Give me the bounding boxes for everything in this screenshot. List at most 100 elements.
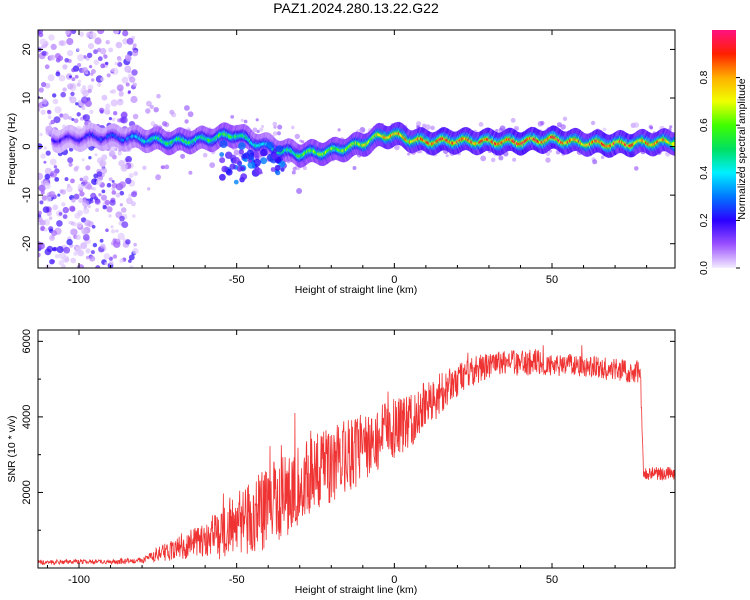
heatmap-cell bbox=[270, 167, 276, 172]
heatmap-cell bbox=[59, 189, 64, 194]
spectrogram-frame bbox=[37, 29, 676, 269]
heatmap-cell bbox=[94, 153, 98, 157]
heatmap-cell bbox=[47, 74, 55, 82]
heatmap-cell bbox=[232, 156, 240, 164]
heatmap-cell bbox=[97, 82, 102, 87]
heatmap-cell bbox=[106, 206, 113, 213]
heatmap-cell bbox=[108, 117, 112, 121]
heatmap-cell bbox=[106, 73, 111, 78]
heatmap-cell bbox=[87, 43, 95, 50]
heatmap-cell bbox=[50, 170, 58, 178]
heatmap-cell bbox=[590, 120, 596, 126]
heatmap-cell bbox=[74, 166, 79, 171]
snr-y-label: SNR (10 * v/v) bbox=[6, 415, 18, 482]
heatmap-cell bbox=[101, 194, 107, 201]
snr-x-ticks: -100 -50 0 50 bbox=[46, 330, 648, 586]
heatmap-cell bbox=[184, 119, 189, 124]
heatmap-cell bbox=[111, 117, 116, 122]
heatmap-cell bbox=[132, 214, 136, 218]
heatmap-cell bbox=[671, 141, 675, 147]
heatmap-cell bbox=[53, 116, 61, 124]
heatmap-cell bbox=[490, 157, 496, 163]
heatmap-cell bbox=[70, 257, 77, 264]
heatmap-cell bbox=[117, 232, 125, 240]
heatmap-cell bbox=[48, 191, 56, 198]
heatmap-cell bbox=[64, 58, 69, 63]
heatmap-cell bbox=[266, 141, 274, 150]
heatmap-cell bbox=[188, 170, 193, 175]
heatmap-cell bbox=[38, 252, 41, 258]
heatmap-cell bbox=[75, 234, 81, 240]
heatmap-cell bbox=[240, 166, 246, 171]
heatmap-cell bbox=[259, 127, 264, 132]
heatmap-cell bbox=[219, 157, 226, 164]
heatmap-cell bbox=[131, 69, 138, 76]
heatmap-cell bbox=[256, 129, 260, 134]
heatmap-cell bbox=[240, 118, 244, 122]
heatmap-cell bbox=[66, 183, 71, 188]
heatmap-cell bbox=[480, 155, 487, 162]
heatmap-cell bbox=[238, 142, 246, 150]
snr-series-line bbox=[38, 345, 675, 566]
heatmap-cell bbox=[100, 243, 106, 249]
heatmap-cell bbox=[131, 49, 139, 57]
heatmap-cell bbox=[118, 181, 126, 189]
heatmap-cell bbox=[260, 157, 268, 165]
heatmap-cell bbox=[221, 165, 228, 173]
heatmap-cell bbox=[73, 118, 79, 124]
heatmap-cell bbox=[117, 151, 122, 156]
heatmap-cell bbox=[68, 220, 72, 225]
heatmap-cell bbox=[545, 157, 551, 163]
heatmap-cell bbox=[93, 49, 98, 55]
heatmap-cell bbox=[88, 156, 92, 160]
heatmap-cell bbox=[294, 133, 300, 140]
heatmap-cell bbox=[52, 204, 59, 211]
y-tick-label: 20 bbox=[21, 43, 33, 55]
heatmap-cell bbox=[54, 53, 61, 59]
heatmap-cell bbox=[38, 172, 44, 181]
heatmap-cell bbox=[230, 115, 235, 119]
heatmap-cell bbox=[130, 201, 136, 207]
heatmap-cell bbox=[61, 255, 70, 263]
heatmap-cell bbox=[58, 260, 64, 266]
heatmap-cell bbox=[63, 246, 71, 254]
heatmap-cell bbox=[39, 200, 44, 205]
heatmap-cell bbox=[430, 125, 435, 131]
heatmap-cell bbox=[87, 205, 91, 209]
heatmap-cell bbox=[101, 94, 108, 101]
heatmap-cell bbox=[129, 265, 134, 268]
heatmap-cell bbox=[51, 259, 56, 263]
heatmap-cell bbox=[67, 83, 74, 90]
heatmap-cell bbox=[82, 89, 89, 97]
heatmap-cell bbox=[121, 76, 129, 84]
x-tick-label: -50 bbox=[229, 274, 245, 286]
heatmap-cell bbox=[121, 163, 128, 170]
heatmap-cell bbox=[600, 155, 605, 159]
heatmap-cell bbox=[68, 116, 72, 120]
x-tick-label: -50 bbox=[229, 574, 245, 586]
heatmap-cell bbox=[233, 149, 240, 156]
x-tick-label: 50 bbox=[546, 574, 558, 586]
heatmap-cell bbox=[71, 118, 75, 121]
heatmap-cell bbox=[510, 117, 516, 123]
heatmap-cell bbox=[77, 54, 85, 62]
heatmap-cell bbox=[48, 34, 55, 41]
heatmap-cell bbox=[111, 190, 117, 195]
heatmap-cell bbox=[75, 102, 79, 106]
heatmap-cell bbox=[76, 47, 80, 51]
heatmap-cell bbox=[99, 47, 107, 55]
heatmap-cell bbox=[47, 110, 52, 115]
heatmap-cell bbox=[100, 63, 106, 69]
heatmap-cell bbox=[110, 225, 114, 229]
heatmap-cell bbox=[133, 242, 137, 247]
heatmap-cell bbox=[129, 76, 136, 83]
heatmap-cell bbox=[85, 255, 90, 260]
heatmap-cell bbox=[498, 155, 504, 161]
heatmap-cell bbox=[93, 196, 98, 201]
heatmap-cell bbox=[131, 191, 137, 198]
heatmap-cell bbox=[169, 109, 175, 115]
heatmap-cell bbox=[114, 61, 119, 66]
heatmap-cell bbox=[53, 165, 58, 169]
heatmap-cell bbox=[108, 260, 114, 266]
